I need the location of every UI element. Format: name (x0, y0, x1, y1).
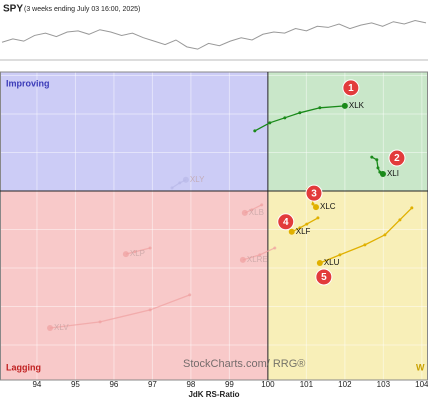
tail-point (258, 253, 262, 257)
x-tick-label: 96 (109, 380, 118, 389)
x-tick-label: 104 (415, 380, 428, 389)
watermark: StockCharts.com/ RRG® (183, 358, 305, 370)
tail-point (298, 111, 302, 115)
tail-point (178, 181, 182, 185)
badge-label: 3 (311, 188, 317, 199)
badge (388, 149, 406, 167)
quadrant-label: Improving (6, 78, 50, 88)
x-axis-title: JdK RS-Ratio (188, 390, 239, 399)
series-label: XLP (130, 249, 145, 258)
series-label: XLK (349, 101, 365, 110)
tail-point (148, 246, 152, 250)
spy-line (1, 20, 427, 50)
tail-point (298, 226, 302, 230)
tail-point (268, 121, 272, 125)
symbol: SPY (3, 4, 23, 15)
tail-point (410, 206, 414, 210)
tail-point (338, 253, 342, 257)
x-tick-label: 99 (225, 380, 234, 389)
series-label: XLRE (247, 255, 268, 264)
quadrant-improving (0, 72, 268, 191)
badge (342, 79, 360, 97)
tail-point (363, 243, 367, 247)
tail-point (398, 218, 402, 222)
badge-label: 2 (394, 153, 400, 164)
badge-label: 5 (321, 272, 327, 283)
x-tick-label: 98 (186, 380, 195, 389)
tail-point (98, 320, 102, 324)
head-point (316, 259, 323, 266)
tail-point (188, 293, 192, 297)
x-tick-label: 103 (377, 380, 391, 389)
series-label: XLC (320, 202, 336, 211)
head-point (182, 176, 189, 183)
tail-point (283, 116, 287, 120)
x-tick-label: 95 (71, 380, 80, 389)
head-point (312, 204, 319, 211)
tail-point (311, 202, 315, 206)
tail-point (250, 208, 254, 212)
badge-label: 1 (348, 83, 354, 94)
tail-line (319, 207, 413, 264)
series-label: XLI (387, 169, 399, 178)
head-point (288, 228, 295, 235)
tail-point (170, 186, 174, 190)
quadrant-label: W (416, 362, 425, 372)
subtitle: (3 weeks ending July 03 16:00, 2025) (24, 6, 140, 13)
tail-point (376, 166, 380, 170)
series-label: XLU (324, 258, 340, 267)
series-label: XLF (296, 227, 311, 236)
tail-line (291, 217, 319, 233)
x-tick-label: 102 (338, 380, 352, 389)
head-point (239, 256, 246, 263)
badge (277, 213, 295, 231)
tail-point (253, 129, 257, 133)
tail-point (316, 216, 320, 220)
tail-point (318, 106, 322, 110)
x-tick-label: 100 (261, 380, 275, 389)
series-label: XLB (249, 208, 264, 217)
quadrant-label: Lagging (6, 362, 41, 372)
head-point (47, 325, 54, 332)
badge-label: 4 (283, 217, 289, 228)
tail-point (133, 250, 137, 254)
tail-line (49, 294, 190, 329)
head-point (122, 251, 129, 258)
quadrant-weakening (267, 190, 428, 380)
tail-point (260, 203, 264, 207)
x-tick-label: 97 (148, 380, 157, 389)
tail-point (273, 246, 277, 250)
tail-point (375, 158, 379, 162)
head-point (341, 102, 348, 109)
series-label: XLV (54, 323, 69, 332)
tail-line (254, 105, 345, 132)
badge (315, 268, 333, 286)
x-tick-label: 101 (300, 380, 314, 389)
tail-point (148, 308, 152, 312)
tail-point (383, 233, 387, 237)
quadrant-lagging (0, 190, 268, 380)
badge (305, 184, 323, 202)
series-label: XLY (190, 175, 205, 184)
tail-point (370, 155, 374, 159)
tail-point (305, 222, 309, 226)
head-point (241, 209, 248, 216)
head-point (379, 171, 386, 178)
x-tick-label: 94 (32, 380, 41, 389)
